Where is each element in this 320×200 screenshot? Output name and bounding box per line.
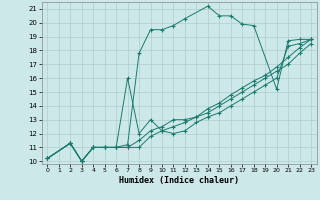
X-axis label: Humidex (Indice chaleur): Humidex (Indice chaleur)	[119, 176, 239, 185]
